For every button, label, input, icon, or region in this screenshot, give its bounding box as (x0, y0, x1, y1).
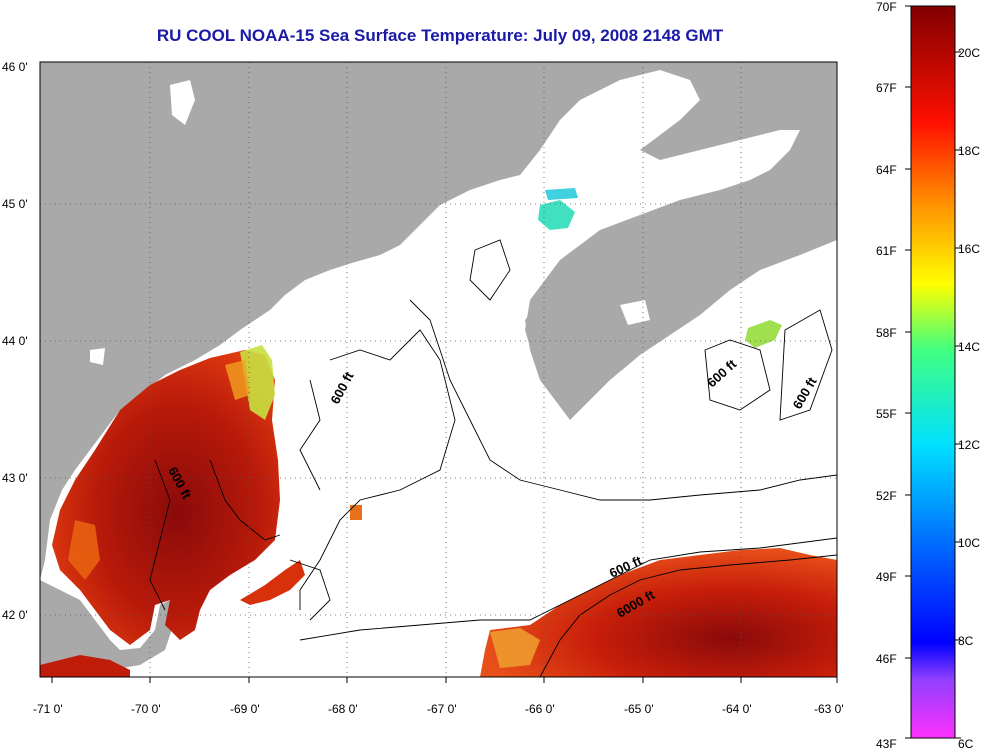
lat-tick-label: 45 0' (2, 197, 28, 211)
lon-tick-labels: -71 0' -70 0' -69 0' -68 0' -67 0' -66 0… (33, 702, 844, 716)
land-nova-scotia (525, 200, 837, 420)
lon-tick-label: -65 0' (624, 702, 654, 716)
depth-contours (149, 239, 837, 677)
sst-scotian-patch (745, 320, 782, 348)
lat-tick-label: 44 0' (2, 334, 28, 348)
lat-tick-label: 42 0' (2, 608, 28, 622)
lat-tick-label: 46 0' (2, 60, 28, 74)
celsius-label: 6C (958, 737, 974, 751)
fahrenheit-label: 49F (876, 570, 897, 584)
celsius-label: 18C (958, 144, 980, 158)
lat-tick-label: 43 0' (2, 471, 28, 485)
lat-tick-labels: 42 0' 43 0' 44 0' 45 0' 46 0' (2, 60, 28, 622)
fahrenheit-label: 46F (876, 652, 897, 666)
celsius-label: 8C (958, 634, 974, 648)
sst-cool-patch (240, 345, 275, 420)
lon-tick-label: -66 0' (525, 702, 555, 716)
lon-axis (51, 677, 838, 683)
celsius-label: 20C (958, 46, 980, 60)
fahrenheit-label: 61F (876, 244, 897, 258)
sst-gulf-stream (480, 548, 837, 677)
celsius-label: 16C (958, 242, 980, 256)
land-mainland (40, 62, 837, 580)
fahrenheit-label: 58F (876, 326, 897, 340)
lon-tick-label: -63 0' (814, 702, 844, 716)
lon-tick-label: -70 0' (131, 702, 161, 716)
map-frame (39, 61, 838, 678)
colorbar: 70F 67F 64F 61F 58F 55F 52F 49F 46F 43F … (876, 0, 980, 751)
fahrenheit-label: 43F (876, 737, 897, 751)
lon-tick-label: -67 0' (427, 702, 457, 716)
map-title: RU COOL NOAA-15 Sea Surface Temperature:… (156, 26, 724, 45)
sst-fundy-cold (538, 200, 575, 230)
fahrenheit-label: 52F (876, 489, 897, 503)
fahrenheit-label: 64F (876, 163, 897, 177)
lon-tick-label: -71 0' (33, 702, 63, 716)
sst-gulf-of-maine (52, 350, 280, 645)
lon-tick-label: -68 0' (328, 702, 358, 716)
colorbar-celsius-labels: 20C 18C 16C 14C 12C 10C 8C 6C (958, 46, 980, 751)
lon-tick-label: -64 0' (722, 702, 752, 716)
celsius-label: 12C (958, 438, 980, 452)
lon-tick-label: -69 0' (230, 702, 260, 716)
colorbar-fahrenheit-labels: 70F 67F 64F 61F 58F 55F 52F 49F 46F 43F (876, 0, 897, 751)
map-area (40, 62, 837, 677)
celsius-label: 14C (958, 340, 980, 354)
fahrenheit-label: 55F (876, 407, 897, 421)
fahrenheit-label: 67F (876, 81, 897, 95)
fahrenheit-label: 70F (876, 0, 897, 14)
land-cape-cod (40, 580, 175, 677)
celsius-label: 10C (958, 536, 980, 550)
